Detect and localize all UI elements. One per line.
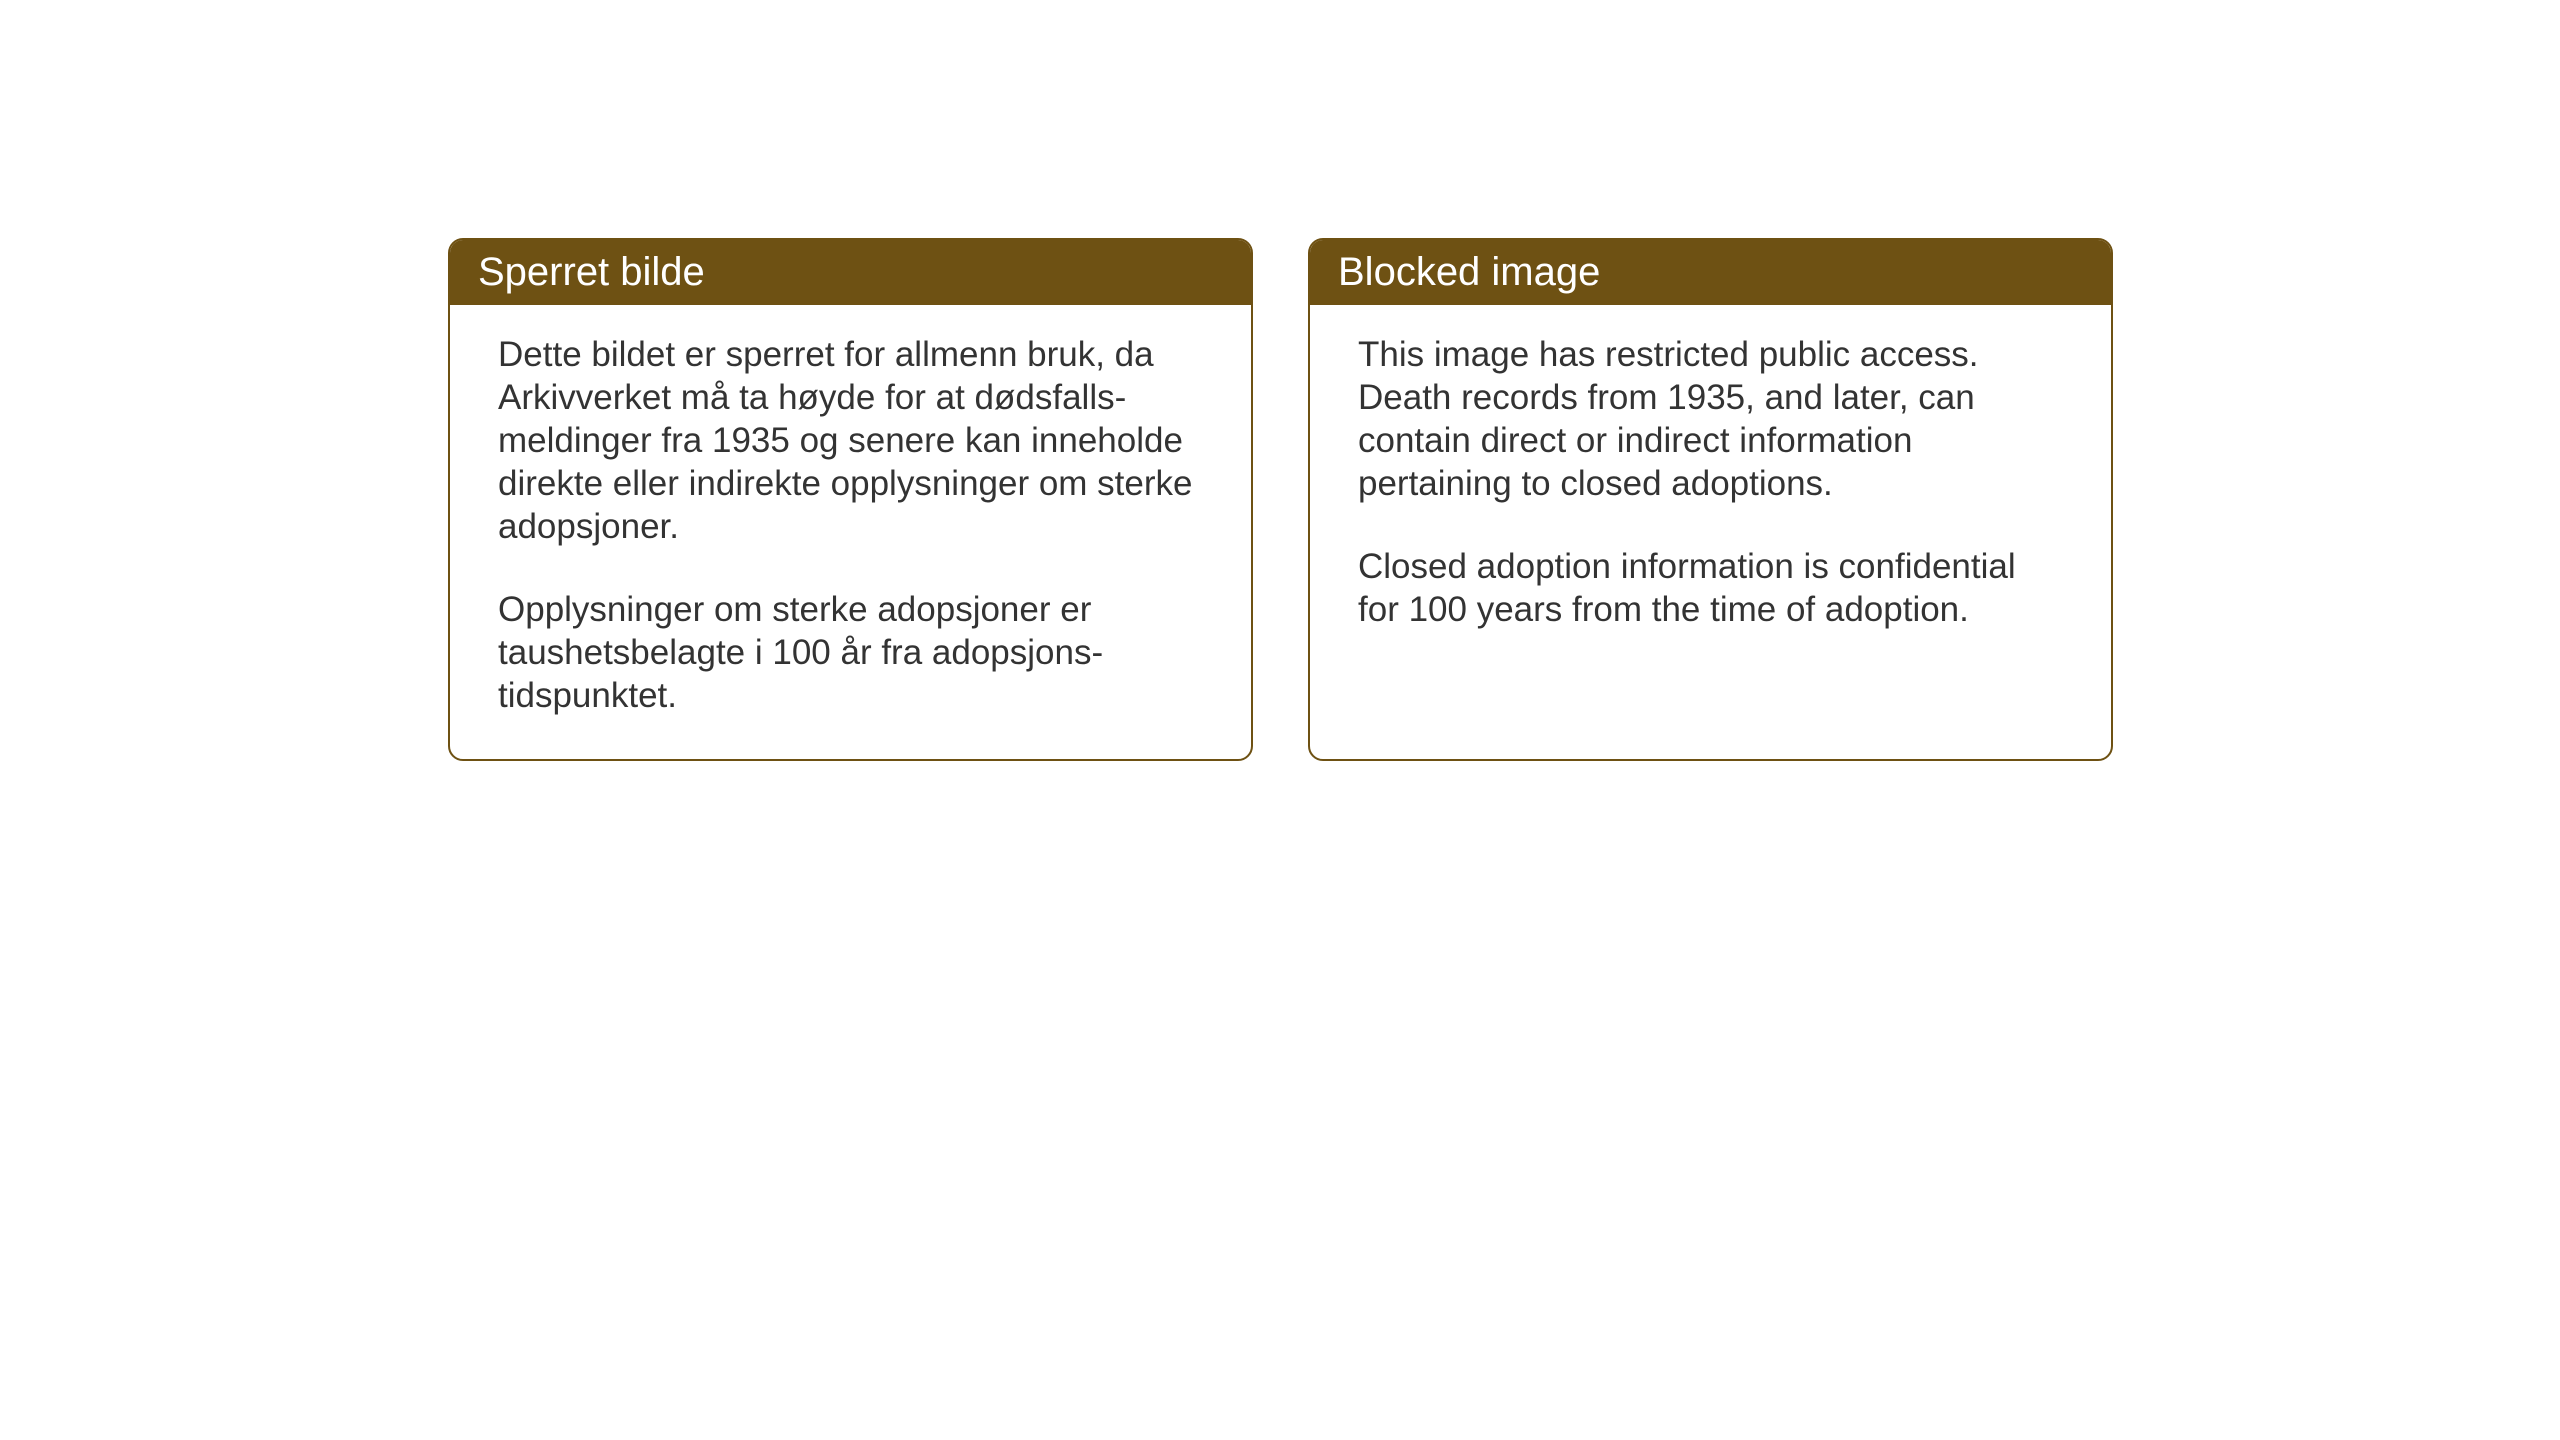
card-english-body: This image has restricted public access.… [1310, 305, 2111, 673]
card-norwegian-body: Dette bildet er sperret for allmenn bruk… [450, 305, 1251, 759]
card-norwegian-header: Sperret bilde [450, 240, 1251, 305]
card-english: Blocked image This image has restricted … [1308, 238, 2113, 761]
card-english-paragraph-2: Closed adoption information is confident… [1358, 545, 2063, 631]
cards-container: Sperret bilde Dette bildet er sperret fo… [448, 238, 2113, 761]
card-norwegian-paragraph-1: Dette bildet er sperret for allmenn bruk… [498, 333, 1203, 548]
card-english-paragraph-1: This image has restricted public access.… [1358, 333, 2063, 505]
card-norwegian-paragraph-2: Opplysninger om sterke adopsjoner er tau… [498, 588, 1203, 717]
card-norwegian: Sperret bilde Dette bildet er sperret fo… [448, 238, 1253, 761]
card-english-header: Blocked image [1310, 240, 2111, 305]
